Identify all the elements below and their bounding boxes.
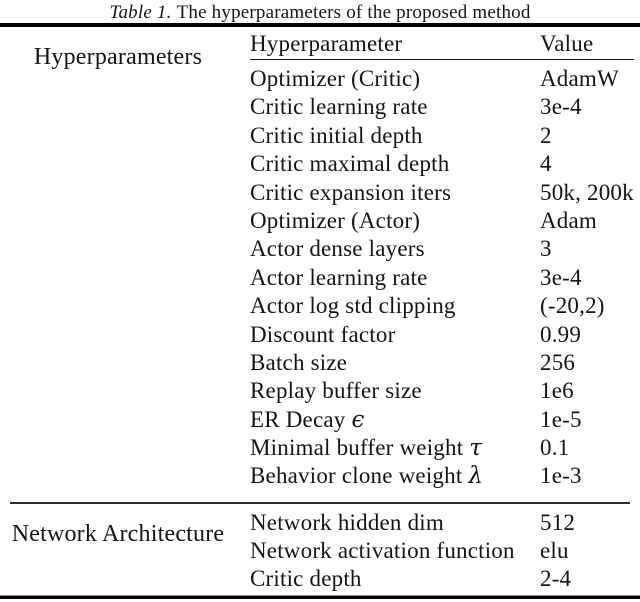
table-caption: Table 1. The hyperparameters of the propo… <box>0 0 640 23</box>
value-cell: 1e-3 <box>540 463 582 489</box>
param-cell: Actor learning rate <box>250 264 428 290</box>
value-cell: 2-4 <box>540 566 572 592</box>
caption-text: The hyperparameters of the proposed meth… <box>176 2 531 23</box>
param-cell: Batch size <box>250 349 348 375</box>
table-row: Network hidden dim 512 <box>250 509 628 537</box>
param-cell: Actor log std clipping <box>250 293 456 319</box>
greek-symbol: ϵ <box>351 406 365 433</box>
section-divider-rule <box>10 502 630 504</box>
table-row: Behavior clone weight λ 1e-3 <box>250 462 634 490</box>
table-row: ER Decay ϵ 1e-5 <box>250 406 634 434</box>
param-cell: Critic depth <box>250 566 362 592</box>
row-group-label: Network Architecture <box>11 520 225 547</box>
bottom-rule-thin <box>0 594 640 596</box>
row-group-label-network-architecture: Network Architecture <box>0 504 250 595</box>
param-cell: Minimal buffer weight τ <box>250 435 483 462</box>
value-cell: 3 <box>540 236 552 262</box>
table-row: Critic maximal depth 4 <box>250 150 634 178</box>
table-row: Replay buffer size 1e6 <box>250 377 634 405</box>
hyperparameter-rows: Optimizer (Critic) AdamW Critic learning r… <box>250 60 634 491</box>
table-row: Network activation function elu <box>250 537 628 565</box>
network-architecture-subtable: Network hidden dim 512 Network activation … <box>250 504 640 595</box>
value-cell: 256 <box>540 349 576 375</box>
top-rule <box>0 23 640 27</box>
param-cell: Replay buffer size <box>250 378 422 404</box>
hyperparameters-subtable: Hyperparameter Value Optimizer (Critic) A… <box>250 27 640 503</box>
table-row: Critic learning rate 3e-4 <box>250 93 634 121</box>
value-cell: 3e-4 <box>540 94 582 120</box>
table-row: Critic initial depth 2 <box>250 122 634 150</box>
value-cell: (-20,2) <box>540 293 605 319</box>
column-header-value: Value <box>540 31 594 56</box>
param-cell: Network activation function <box>250 537 515 563</box>
param-cell: Actor dense layers <box>250 236 425 262</box>
value-cell: elu <box>540 537 569 563</box>
column-header-hyperparameter: Hyperparameter <box>250 31 403 56</box>
table-row: Critic depth 2-4 <box>250 565 628 593</box>
value-cell: 1e6 <box>540 378 574 404</box>
row-group-label: Hyperparameters <box>33 43 203 70</box>
table-row: Optimizer (Critic) AdamW <box>250 65 634 93</box>
param-cell: Critic learning rate <box>250 94 428 120</box>
param-cell: Behavior clone weight λ <box>250 463 484 490</box>
param-cell: Critic expansion iters <box>250 179 452 205</box>
value-cell: 1e-5 <box>540 406 582 432</box>
param-cell: ER Decay ϵ <box>250 406 365 433</box>
row-group-label-hyperparameters: Hyperparameters <box>0 27 250 503</box>
table-row: Actor learning rate 3e-4 <box>250 264 634 292</box>
value-cell: 0.99 <box>540 321 582 347</box>
param-cell: Discount factor <box>250 321 396 347</box>
greek-symbol: λ <box>468 463 484 490</box>
param-cell: Critic maximal depth <box>250 151 450 177</box>
param-cell: Critic initial depth <box>250 122 423 148</box>
value-cell: 3e-4 <box>540 264 582 290</box>
value-cell: 50k, 200k <box>540 179 634 205</box>
network-architecture-rows: Network hidden dim 512 Network activation … <box>250 504 628 594</box>
value-cell: 2 <box>540 122 552 148</box>
value-cell: AdamW <box>540 66 619 91</box>
param-cell: Optimizer (Critic) <box>250 66 421 91</box>
param-cell: Optimizer (Actor) <box>250 207 421 233</box>
table-row: Critic expansion iters 50k, 200k <box>250 179 634 207</box>
table-row: Actor dense layers 3 <box>250 235 634 263</box>
table-row: Batch size 256 <box>250 349 634 377</box>
value-cell: Adam <box>540 207 598 233</box>
value-cell: 4 <box>540 151 552 177</box>
table-row: Minimal buffer weight τ 0.1 <box>250 434 634 462</box>
section-hyperparameters: Hyperparameters Hyperparameter Value Opt… <box>0 27 640 503</box>
column-header-row: Hyperparameter Value <box>250 27 634 60</box>
caption-label: Table 1. <box>109 2 172 23</box>
value-cell: 0.1 <box>540 435 570 461</box>
table-row: Optimizer (Actor) Adam <box>250 207 634 235</box>
table-row: Actor log std clipping (-20,2) <box>250 292 634 320</box>
section-network-architecture: Network Architecture Network hidden dim 5… <box>0 504 640 595</box>
param-cell: Network hidden dim <box>250 509 444 535</box>
value-cell: 512 <box>540 509 576 535</box>
table-row: Discount factor 0.99 <box>250 321 634 349</box>
bottom-rule <box>0 595 640 599</box>
greek-symbol: τ <box>469 435 483 462</box>
